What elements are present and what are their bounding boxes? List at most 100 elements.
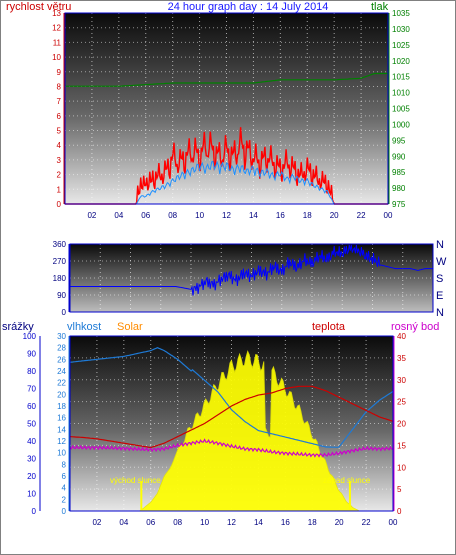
temperature-tick-label: 30 xyxy=(397,376,406,385)
wind-tick-label: 2 xyxy=(57,171,62,180)
humidity-tick-label: 16 xyxy=(57,414,66,423)
time-tick-label: 02 xyxy=(87,211,96,220)
wind-axis-title: rychlost větru xyxy=(6,1,71,13)
time-tick-label: 18 xyxy=(303,211,312,220)
humidity-tick-label: 14 xyxy=(57,425,66,434)
time-tick-label: 16 xyxy=(276,211,285,220)
direction-tick-label: 0 xyxy=(62,308,67,317)
direction-tick-label: 90 xyxy=(57,291,66,300)
humidity-tick-label: 6 xyxy=(62,472,67,481)
rain-tick-label: 60 xyxy=(27,402,36,411)
humidity-tick-label: 10 xyxy=(57,449,66,458)
time-tick-label: 22 xyxy=(362,518,371,527)
compass-label: S xyxy=(436,273,443,285)
time-tick-label: 18 xyxy=(308,518,317,527)
direction-tick-label: 360 xyxy=(53,240,67,249)
wind-tick-label: 12 xyxy=(52,24,61,33)
time-tick-label: 22 xyxy=(357,211,366,220)
pressure-tick-label: 1010 xyxy=(392,89,410,98)
time-tick-label: 04 xyxy=(114,211,123,220)
wind-tick-label: 11 xyxy=(53,38,62,47)
wind-tick-label: 0 xyxy=(57,200,62,209)
wind-tick-label: 7 xyxy=(57,97,62,106)
rain-tick-label: 0 xyxy=(32,507,37,516)
time-tick-label: 02 xyxy=(92,518,101,527)
time-tick-label: 06 xyxy=(141,211,150,220)
temperature-tick-label: 5 xyxy=(397,485,402,494)
rain-tick-label: 40 xyxy=(27,437,36,446)
axes-layer: 0123456789101112139759809859909951000100… xyxy=(23,9,447,527)
rain-tick-label: 70 xyxy=(27,385,36,394)
time-tick-label: 00 xyxy=(389,518,398,527)
rain-tick-label: 100 xyxy=(23,332,37,341)
dewpoint-line xyxy=(69,438,394,458)
rain-tick-label: 50 xyxy=(27,420,36,429)
humidity-tick-label: 24 xyxy=(57,367,66,376)
humidity-tick-label: 30 xyxy=(57,332,66,341)
sunrise-annotation: východ slunce xyxy=(110,476,161,485)
time-tick-label: 14 xyxy=(249,211,258,220)
panel-2-border xyxy=(69,243,434,313)
time-tick-label: 10 xyxy=(200,518,209,527)
temperature-tick-label: 10 xyxy=(397,463,406,472)
rain-tick-label: 90 xyxy=(27,350,36,359)
humidity-tick-label: 28 xyxy=(57,344,66,353)
humidity-tick-label: 4 xyxy=(62,484,67,493)
pressure-tick-label: 1000 xyxy=(392,120,410,129)
temperature-tick-label: 40 xyxy=(397,332,406,341)
wind-tick-label: 13 xyxy=(52,9,61,18)
humidity-tick-label: 18 xyxy=(57,402,66,411)
rain-tick-label: 80 xyxy=(27,367,36,376)
temperature-tick-label: 35 xyxy=(397,354,406,363)
humidity-tick-label: 12 xyxy=(57,437,66,446)
time-tick-label: 08 xyxy=(173,518,182,527)
panel-1-background xyxy=(65,13,388,204)
rain-axis-title: srážky xyxy=(2,321,34,333)
pressure-tick-label: 980 xyxy=(392,184,406,193)
time-tick-label: 16 xyxy=(281,518,290,527)
panel-1-border xyxy=(64,12,389,205)
direction-tick-label: 270 xyxy=(53,257,67,266)
humidity-tick-label: 22 xyxy=(57,379,66,388)
time-tick-label: 10 xyxy=(195,211,204,220)
humidity-line xyxy=(69,347,394,448)
humidity-axis-title: vlhkost xyxy=(67,321,101,333)
direction-tick-label: 180 xyxy=(53,274,67,283)
wind-tick-label: 3 xyxy=(57,156,62,165)
pressure-tick-label: 1030 xyxy=(392,25,410,34)
compass-label: W xyxy=(436,256,447,268)
humidity-tick-label: 0 xyxy=(62,507,67,516)
time-tick-label: 20 xyxy=(330,211,339,220)
panel-3-border xyxy=(69,335,394,512)
time-tick-label: 12 xyxy=(227,518,236,527)
compass-label: N xyxy=(436,239,444,251)
compass-label: E xyxy=(436,290,443,302)
time-tick-label: 04 xyxy=(119,518,128,527)
wind-tick-label: 6 xyxy=(57,112,62,121)
pressure-tick-label: 990 xyxy=(392,152,406,161)
time-tick-label: 06 xyxy=(146,518,155,527)
temperature-line xyxy=(69,385,394,449)
time-tick-label: 20 xyxy=(335,518,344,527)
temperature-tick-label: 15 xyxy=(397,441,406,450)
dewpoint-legend-label: rosný bod xyxy=(391,321,439,333)
time-tick-label: 08 xyxy=(168,211,177,220)
temperature-tick-label: 0 xyxy=(397,507,402,516)
time-tick-label: 12 xyxy=(222,211,231,220)
humidity-tick-label: 26 xyxy=(57,355,66,364)
humidity-tick-label: 20 xyxy=(57,390,66,399)
pressure-tick-label: 985 xyxy=(392,168,406,177)
wind-tick-label: 10 xyxy=(52,53,61,62)
wind-direction-line xyxy=(70,244,433,296)
wind-tick-label: 9 xyxy=(57,68,62,77)
pressure-tick-label: 1035 xyxy=(392,9,410,18)
compass-label: N xyxy=(436,307,444,319)
rain-tick-label: 10 xyxy=(27,490,36,499)
temperature-tick-label: 25 xyxy=(397,398,406,407)
pressure-tick-label: 1025 xyxy=(392,41,410,50)
pressure-axis-title: tlak xyxy=(371,1,389,13)
wind-tick-label: 8 xyxy=(57,82,62,91)
temperature-tick-label: 20 xyxy=(397,420,406,429)
humidity-tick-label: 8 xyxy=(62,460,67,469)
